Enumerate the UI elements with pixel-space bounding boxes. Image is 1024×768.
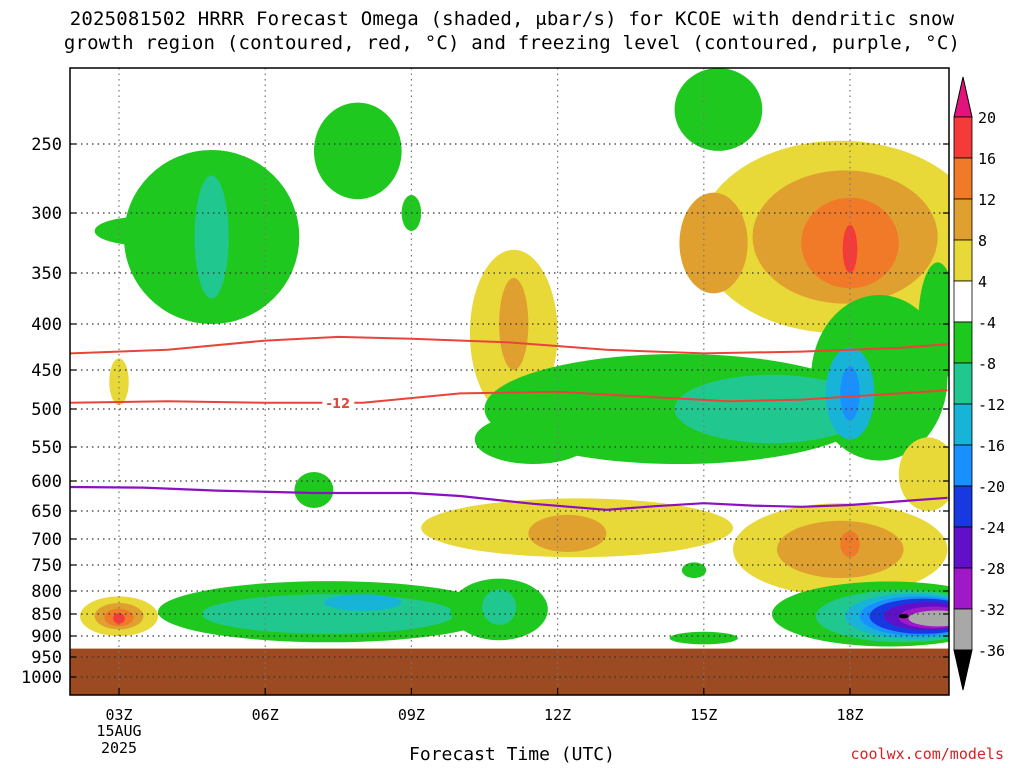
y-tick-label: 700 — [31, 530, 62, 550]
y-tick-label: 850 — [31, 605, 62, 625]
credit-text: coolwx.com/models — [850, 745, 1004, 763]
x-date-label-year: 2025 — [100, 739, 138, 757]
omega-region-46 — [908, 610, 949, 627]
y-tick-label: 500 — [31, 400, 62, 420]
colorbar-label: -8 — [978, 355, 996, 373]
x-tick-label: 12Z — [544, 706, 571, 724]
omega-region-3 — [313, 102, 402, 200]
omega-region-15 — [474, 414, 592, 464]
ground-surface — [70, 648, 949, 695]
y-tick-label: 350 — [31, 264, 62, 284]
colorbar-segment — [953, 198, 973, 241]
omega-region-17 — [674, 374, 870, 444]
omega-region-20 — [918, 262, 949, 386]
x-tick-label: 15Z — [690, 706, 717, 724]
omega-region-7 — [499, 278, 529, 370]
colorbar-segment — [953, 239, 973, 282]
y-tick-label: 450 — [31, 361, 62, 381]
omega-region-1 — [94, 216, 193, 246]
chart-title-line-1: 2025081502 HRRR Forecast Omega (shaded, … — [69, 8, 955, 30]
colorbar-label: -32 — [978, 601, 1005, 619]
freezing-level-contour — [70, 485, 948, 511]
colorbar-segment — [953, 526, 973, 569]
omega-region-34 — [323, 594, 402, 611]
y-tick-label: 400 — [31, 315, 62, 335]
omega-region-21 — [294, 472, 334, 508]
colorbar-segment — [953, 157, 973, 200]
colorbar-label: -20 — [978, 478, 1005, 496]
y-tick-label: 650 — [31, 502, 62, 522]
colorbar-segment — [953, 608, 973, 651]
omega-region-25 — [776, 520, 904, 579]
omega-region-5 — [674, 68, 763, 151]
colorbar-segment — [953, 403, 973, 446]
colorbar-label: 16 — [978, 150, 996, 168]
omega-region-47 — [898, 614, 909, 619]
plot-frame — [69, 67, 950, 696]
colorbar-segment — [953, 485, 973, 528]
colorbar-label: -16 — [978, 437, 1005, 455]
colorbar-label: -12 — [978, 396, 1005, 414]
colorbar-label: 20 — [978, 109, 996, 127]
omega-region-13 — [679, 192, 748, 294]
omega-region-27 — [898, 437, 949, 511]
colorbar-label: 12 — [978, 191, 996, 209]
colorbar-top-arrow — [953, 76, 973, 118]
colorbar-segment — [953, 444, 973, 487]
colorbar-label: -28 — [978, 560, 1005, 578]
colorbar-segment — [953, 280, 973, 323]
omega-region-2 — [194, 175, 229, 299]
omega-region-12 — [842, 225, 858, 273]
x-tick-label: 06Z — [252, 706, 279, 724]
omega-region-26 — [840, 531, 860, 558]
chart-title-line-2: growth region (contoured, red, °C) and f… — [63, 32, 961, 54]
colorbar-segment — [953, 321, 973, 364]
colorbar-label: -24 — [978, 519, 1005, 537]
x-tick-label: 18Z — [836, 706, 863, 724]
colorbar-label: 8 — [978, 232, 987, 250]
colorbar-bottom-arrow — [953, 649, 973, 691]
y-tick-label: 950 — [31, 648, 62, 668]
x-tick-label: 03Z — [105, 706, 132, 724]
omega-region-38 — [669, 631, 738, 645]
x-axis-label: Forecast Time (UTC) — [409, 744, 615, 765]
y-tick-label: 300 — [31, 204, 62, 224]
contour-label: -12 — [327, 397, 351, 412]
y-tick-label: 900 — [31, 627, 62, 647]
y-tick-label: 550 — [31, 438, 62, 458]
y-tick-label: 750 — [31, 556, 62, 576]
y-tick-label: 250 — [31, 135, 62, 155]
x-tick-label: 09Z — [398, 706, 425, 724]
colorbar-label: -36 — [978, 642, 1005, 660]
omega-region-37 — [681, 562, 707, 578]
y-tick-label: 1000 — [21, 668, 62, 688]
contour-label-bg — [322, 394, 355, 411]
omega-region-23 — [528, 514, 607, 553]
colorbar-segment — [953, 567, 973, 610]
y-tick-label: 600 — [31, 472, 62, 492]
x-date-label-day: 15AUG — [96, 722, 142, 740]
y-tick-label: 800 — [31, 582, 62, 602]
colorbar-segment — [953, 116, 973, 159]
colorbar-label: -4 — [978, 314, 996, 332]
colorbar-segment — [953, 362, 973, 405]
dendritic-contour-0 — [70, 335, 948, 355]
dendritic-contour-1 — [70, 389, 948, 404]
colorbar-label: 4 — [978, 273, 987, 291]
omega-region-36 — [482, 589, 517, 625]
